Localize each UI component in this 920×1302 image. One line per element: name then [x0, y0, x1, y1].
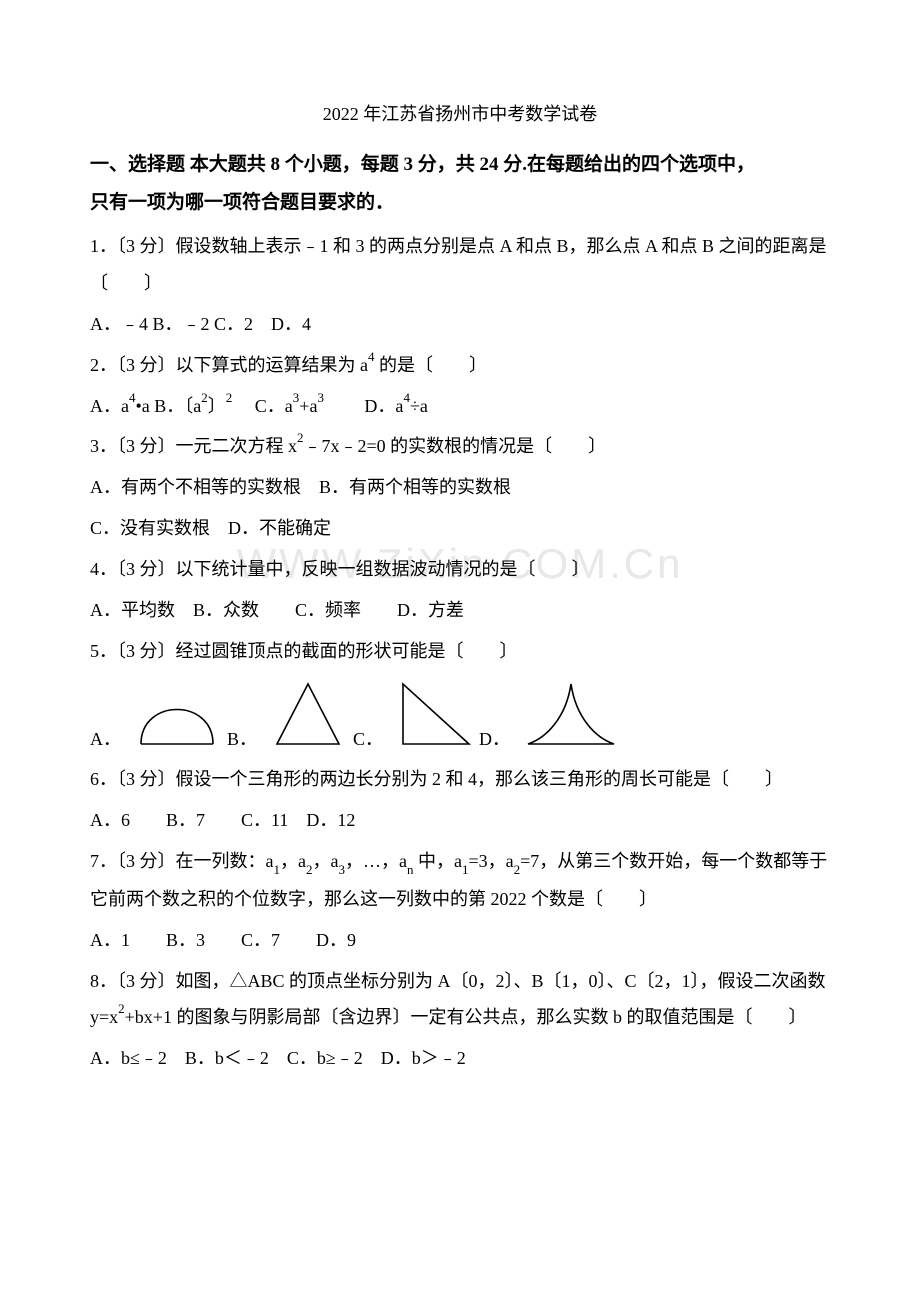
question-2: 2．〔3 分〕以下算式的运算结果为 a4 的是〔 〕 — [90, 347, 830, 384]
question-8-options: A．b≤﹣2 B．b＜﹣2 C．b≥﹣2 D．b＞﹣2 — [90, 1040, 830, 1077]
sub: n — [407, 862, 414, 877]
exp: 2 — [201, 390, 208, 405]
q2-optD-1: D．a — [328, 396, 403, 416]
q3-text-before: 3．〔3 分〕一元二次方程 x — [90, 436, 297, 456]
question-3: 3．〔3 分〕一元二次方程 x2﹣7x﹣2=0 的实数根的情况是〔 〕 — [90, 428, 830, 465]
question-5: 5．〔3 分〕经过圆锥顶点的截面的形状可能是〔 〕 — [90, 633, 830, 670]
question-6: 6．〔3 分〕假设一个三角形的两边长分别为 2 和 4，那么该三角形的周长可能是… — [90, 761, 830, 798]
question-5-diagrams: A． B． C． D． — [90, 678, 830, 753]
right-triangle-shape-icon — [389, 678, 479, 753]
diagram-A: A． — [90, 678, 227, 753]
q2-optC-2: +a — [299, 396, 317, 416]
q2-text-before: 2．〔3 分〕以下算式的运算结果为 a — [90, 355, 368, 375]
diagram-D-label: D． — [479, 725, 510, 753]
diagram-B-label: B． — [227, 725, 257, 753]
section-header-line1: 一、选择题 本大题共 8 个小题，每题 3 分，共 24 分.在每题给出的四个选… — [90, 154, 755, 175]
sub: 2 — [306, 862, 313, 877]
diagram-A-label: A． — [90, 725, 121, 753]
q2-optA-2: •a — [136, 396, 150, 416]
q7-p3: ，a — [313, 851, 339, 871]
question-7-options: A．1 B．3 C．7 D．9 — [90, 922, 830, 959]
q2-text-after: 的是〔 〕 — [375, 355, 488, 375]
q7-p5: 中，a — [414, 851, 463, 871]
section-1-header: 一、选择题 本大题共 8 个小题，每题 3 分，共 24 分.在每题给出的四个选… — [90, 146, 830, 222]
page-content: 2022 年江苏省扬州市中考数学试卷 一、选择题 本大题共 8 个小题，每题 3… — [90, 100, 830, 1077]
exp: 2 — [297, 430, 304, 445]
sub: 1 — [462, 862, 469, 877]
q7-p2: ，a — [280, 851, 306, 871]
q2-optD-2: ÷a — [410, 396, 428, 416]
exam-title: 2022 年江苏省扬州市中考数学试卷 — [90, 100, 830, 126]
exp: 2 — [226, 390, 233, 405]
question-6-options: A．6 B．7 C．11 D．12 — [90, 802, 830, 839]
diagram-C: C． — [353, 678, 479, 753]
q2-optB-1: B．〔a — [154, 396, 201, 416]
exp: 4 — [403, 390, 410, 405]
question-4: 4．〔3 分〕以下统计量中，反映一组数据波动情况的是〔 〕 — [90, 551, 830, 588]
question-2-options: A．a4•a B．〔a2〕2 C．a3+a3 D．a4÷a — [90, 388, 830, 425]
q2-optB-2: 〕 — [208, 396, 226, 416]
exp: 3 — [293, 390, 300, 405]
q8-p2: +bx+1 的图象与阴影局部〔含边界〕一定有公共点，那么实数 b 的取值范围是〔… — [125, 1007, 807, 1027]
q7-p1: 7．〔3 分〕在一列数：a — [90, 851, 274, 871]
curved-triangle-shape-icon — [516, 678, 626, 753]
q2-optA-1: A．a — [90, 396, 129, 416]
question-3-options-2: C．没有实数根 D．不能确定 — [90, 510, 830, 547]
question-4-options: A．平均数 B．众数 C．频率 D．方差 — [90, 592, 830, 629]
sub: 2 — [514, 862, 521, 877]
exp: 2 — [118, 1001, 125, 1016]
question-3-options-1: A．有两个不相等的实数根 B．有两个相等的实数根 — [90, 469, 830, 506]
question-8: 8．〔3 分〕如图，△ABC 的顶点坐标分别为 A〔0，2〕、B〔1，0〕、C〔… — [90, 963, 830, 1037]
question-7: 7．〔3 分〕在一列数：a1，a2，a3，…，an 中，a1=3，a2=7，从第… — [90, 843, 830, 918]
diagram-B: B． — [227, 678, 353, 753]
question-1: 1．〔3 分〕假设数轴上表示﹣1 和 3 的两点分别是点 A 和点 B，那么点 … — [90, 228, 830, 302]
dome-shape-icon — [127, 678, 227, 753]
sub: 1 — [274, 862, 281, 877]
q7-p4: ，…，a — [345, 851, 407, 871]
diagram-C-label: C． — [353, 725, 383, 753]
q2-exp-4: 4 — [368, 349, 375, 364]
question-1-options: A．﹣4 B．﹣2 C．2 D．4 — [90, 306, 830, 343]
sub: 3 — [339, 862, 346, 877]
q2-optC-1: C．a — [237, 396, 293, 416]
exp: 3 — [317, 390, 324, 405]
section-header-line2: 只有一项为哪一项符合题目要求的． — [90, 192, 394, 213]
q3-text-after: ﹣7x﹣2=0 的实数根的情况是〔 〕 — [304, 436, 607, 456]
triangle-shape-icon — [263, 678, 353, 753]
diagram-D: D． — [479, 678, 626, 753]
q7-p6: =3，a — [469, 851, 514, 871]
exp: 4 — [129, 390, 136, 405]
